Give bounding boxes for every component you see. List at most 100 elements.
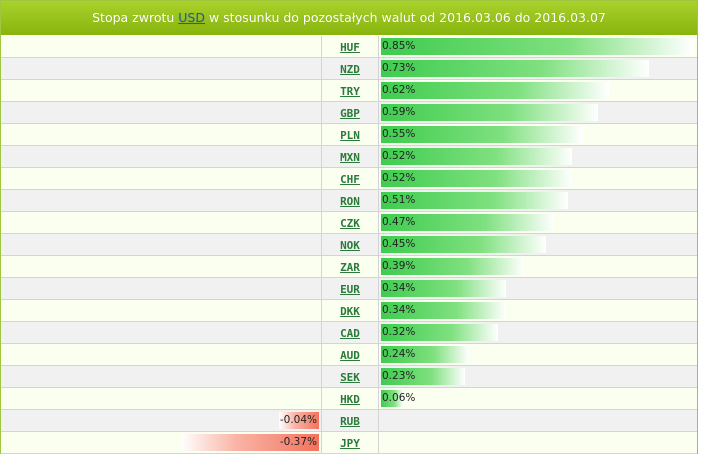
return-value: 0.32%	[382, 326, 416, 338]
currency-code-link[interactable]: AUD	[340, 349, 360, 362]
table-row: -0.37% JPY	[1, 432, 697, 454]
negative-cell: -0.37%	[1, 432, 322, 453]
currency-code-link[interactable]: RUB	[340, 415, 360, 428]
positive-cell: 0.52%	[379, 168, 697, 189]
table-row: CZK 0.47%	[1, 212, 697, 234]
currency-code-link[interactable]: NZD	[340, 63, 360, 76]
currency-code-link[interactable]: JPY	[340, 437, 360, 450]
positive-cell: 0.51%	[379, 190, 697, 211]
return-value: -0.04%	[279, 414, 317, 426]
currency-code-cell: AUD	[322, 344, 379, 365]
currency-code-cell: ZAR	[322, 256, 379, 277]
negative-cell	[1, 80, 322, 101]
positive-return-bar	[381, 324, 498, 341]
negative-cell	[1, 212, 322, 233]
positive-cell: 0.62%	[379, 80, 697, 101]
negative-return-bar	[279, 412, 319, 429]
return-value: 0.34%	[382, 282, 416, 294]
positive-return-bar	[381, 214, 554, 231]
table-row: CHF 0.52%	[1, 168, 697, 190]
negative-cell	[1, 234, 322, 255]
table-row: ZAR 0.39%	[1, 256, 697, 278]
currency-code-link[interactable]: CHF	[340, 173, 360, 186]
positive-cell: 0.34%	[379, 278, 697, 299]
negative-cell	[1, 322, 322, 343]
return-value: 0.51%	[382, 194, 416, 206]
return-value: 0.06%	[382, 392, 416, 404]
table-row: HKD 0.06%	[1, 388, 697, 410]
return-value: -0.37%	[279, 436, 317, 448]
positive-return-bar	[381, 368, 465, 385]
table-row: MXN 0.52%	[1, 146, 697, 168]
currency-code-cell: PLN	[322, 124, 379, 145]
table-row: CAD 0.32%	[1, 322, 697, 344]
currency-code-link[interactable]: HKD	[340, 393, 360, 406]
return-value: 0.24%	[382, 348, 416, 360]
return-value: 0.73%	[382, 62, 416, 74]
positive-cell: 0.39%	[379, 256, 697, 277]
currency-code-link[interactable]: NOK	[340, 239, 360, 252]
header-prefix: Stopa zwrotu	[92, 10, 179, 25]
base-currency-link[interactable]: USD	[178, 10, 205, 25]
currency-code-link[interactable]: RON	[340, 195, 360, 208]
currency-code-link[interactable]: SEK	[340, 371, 360, 384]
panel-header: Stopa zwrotu USD w stosunku do pozostały…	[1, 1, 697, 35]
table-row: TRY 0.62%	[1, 80, 697, 102]
negative-cell	[1, 344, 322, 365]
positive-cell: 0.52%	[379, 146, 697, 167]
table-row: SEK 0.23%	[1, 366, 697, 388]
return-value: 0.52%	[382, 172, 416, 184]
currency-code-link[interactable]: MXN	[340, 151, 360, 164]
currency-code-cell: CAD	[322, 322, 379, 343]
currency-code-cell: HUF	[322, 36, 379, 57]
positive-return-bar	[381, 236, 546, 253]
currency-code-link[interactable]: HUF	[340, 41, 360, 54]
returns-table: HUF 0.85% NZD 0.73% TRY 0.62% GBP 0.59% PLN 0.55%…	[1, 36, 697, 454]
currency-code-link[interactable]: EUR	[340, 283, 360, 296]
currency-code-cell: SEK	[322, 366, 379, 387]
positive-cell: 0.73%	[379, 58, 697, 79]
return-value: 0.23%	[382, 370, 416, 382]
positive-return-bar	[381, 60, 649, 77]
currency-code-cell: TRY	[322, 80, 379, 101]
positive-return-bar	[381, 104, 598, 121]
currency-code-link[interactable]: CZK	[340, 217, 360, 230]
currency-code-cell: RON	[322, 190, 379, 211]
currency-code-cell: CZK	[322, 212, 379, 233]
positive-return-bar	[381, 126, 583, 143]
positive-return-bar	[381, 38, 693, 55]
positive-cell: 0.34%	[379, 300, 697, 321]
currency-code-link[interactable]: TRY	[340, 85, 360, 98]
positive-cell: 0.59%	[379, 102, 697, 123]
return-value: 0.47%	[382, 216, 416, 228]
positive-cell: 0.47%	[379, 212, 697, 233]
return-value: 0.39%	[382, 260, 416, 272]
return-value: 0.59%	[382, 106, 416, 118]
currency-code-cell: EUR	[322, 278, 379, 299]
currency-code-link[interactable]: DKK	[340, 305, 360, 318]
return-value: 0.52%	[382, 150, 416, 162]
currency-code-cell: JPY	[322, 432, 379, 453]
currency-code-link[interactable]: CAD	[340, 327, 360, 340]
negative-cell	[1, 256, 322, 277]
negative-cell	[1, 102, 322, 123]
positive-return-bar	[381, 346, 469, 363]
positive-return-bar	[381, 148, 572, 165]
table-row: GBP 0.59%	[1, 102, 697, 124]
currency-code-cell: GBP	[322, 102, 379, 123]
currency-code-cell: HKD	[322, 388, 379, 409]
negative-cell: -0.04%	[1, 410, 322, 431]
table-row: PLN 0.55%	[1, 124, 697, 146]
negative-cell	[1, 366, 322, 387]
table-row: AUD 0.24%	[1, 344, 697, 366]
currency-code-link[interactable]: PLN	[340, 129, 360, 142]
positive-cell: 0.23%	[379, 366, 697, 387]
currency-code-link[interactable]: ZAR	[340, 261, 360, 274]
positive-cell: 0.24%	[379, 344, 697, 365]
positive-cell: 0.55%	[379, 124, 697, 145]
table-row: -0.04% RUB	[1, 410, 697, 432]
positive-return-bar	[381, 302, 506, 319]
currency-code-link[interactable]: GBP	[340, 107, 360, 120]
table-row: NOK 0.45%	[1, 234, 697, 256]
